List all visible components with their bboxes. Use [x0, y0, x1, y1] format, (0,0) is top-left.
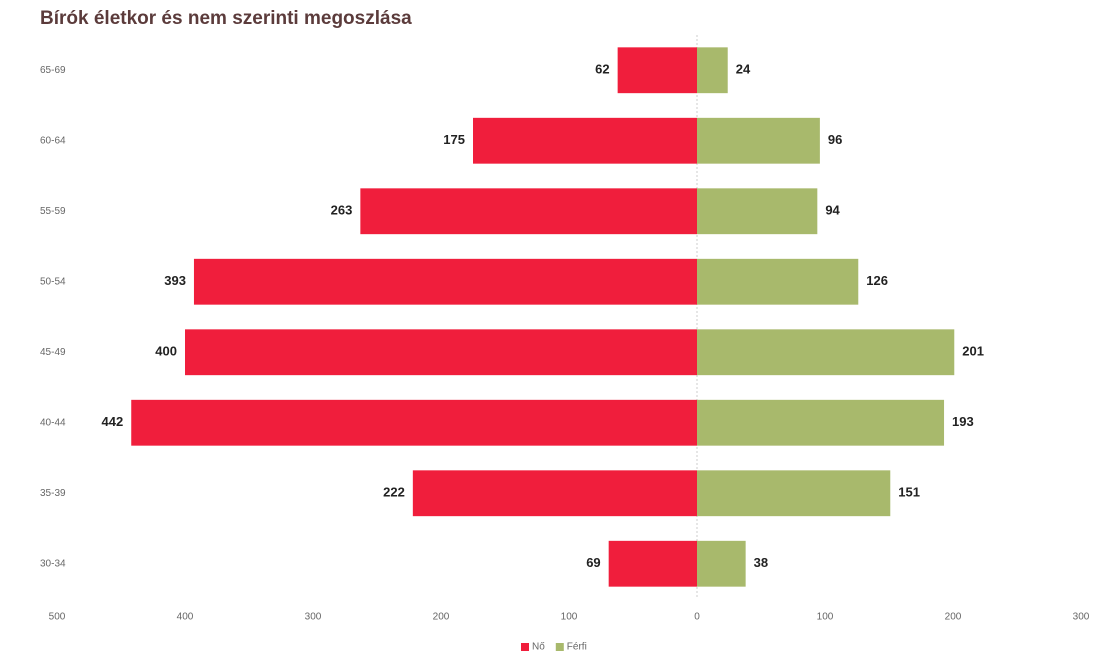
- bar: [697, 540, 746, 587]
- y-tick-label: 65-69: [40, 65, 66, 76]
- y-tick-label: 35-39: [40, 488, 66, 499]
- bar: [185, 329, 697, 376]
- data-label: 62: [595, 62, 609, 77]
- y-tick-label: 60-64: [40, 135, 66, 146]
- data-label: 24: [736, 62, 751, 77]
- chart-title: Bírók életkor és nem szerinti megoszlása: [40, 8, 412, 29]
- data-label: 393: [164, 273, 186, 288]
- x-tick-label: 300: [305, 612, 322, 623]
- data-label: 201: [962, 344, 984, 359]
- y-tick-label: 50-54: [40, 276, 66, 287]
- bar: [697, 329, 955, 376]
- bar: [131, 399, 698, 446]
- x-tick-label: 500: [49, 612, 66, 623]
- x-tick-label: 400: [177, 612, 194, 623]
- data-label: 96: [828, 132, 842, 147]
- x-tick-label: 100: [561, 612, 578, 623]
- legend-label: Nő: [532, 642, 545, 653]
- bar: [697, 117, 820, 164]
- data-label: 69: [586, 555, 600, 570]
- bar: [473, 117, 697, 164]
- legend-swatch: [555, 643, 564, 651]
- data-label: 193: [952, 414, 974, 429]
- data-label: 263: [331, 203, 353, 218]
- legend-swatch: [521, 643, 529, 651]
- bar: [193, 258, 697, 305]
- bar: [697, 470, 891, 517]
- y-tick-label: 30-34: [40, 558, 66, 569]
- bar: [697, 399, 945, 446]
- data-label: 94: [825, 203, 840, 218]
- data-label: 442: [102, 414, 124, 429]
- x-tick-label: 300: [1073, 612, 1090, 623]
- bar: [412, 470, 697, 517]
- x-tick-label: 0: [694, 612, 700, 623]
- bar: [697, 47, 728, 94]
- bar: [608, 540, 697, 587]
- x-tick-label: 200: [433, 612, 450, 623]
- data-label: 151: [898, 485, 920, 500]
- data-label: 222: [383, 485, 405, 500]
- data-label: 38: [754, 555, 768, 570]
- legend-label: Férfi: [567, 642, 587, 653]
- data-label: 126: [866, 273, 888, 288]
- data-label: 175: [443, 132, 465, 147]
- y-tick-label: 55-59: [40, 206, 66, 217]
- bar: [697, 188, 818, 235]
- x-tick-label: 200: [945, 612, 962, 623]
- y-tick-label: 45-49: [40, 347, 66, 358]
- x-tick-label: 100: [817, 612, 834, 623]
- y-tick-label: 40-44: [40, 417, 66, 428]
- bar: [360, 188, 697, 235]
- bar: [697, 258, 859, 305]
- data-label: 400: [155, 344, 177, 359]
- bar: [617, 47, 697, 94]
